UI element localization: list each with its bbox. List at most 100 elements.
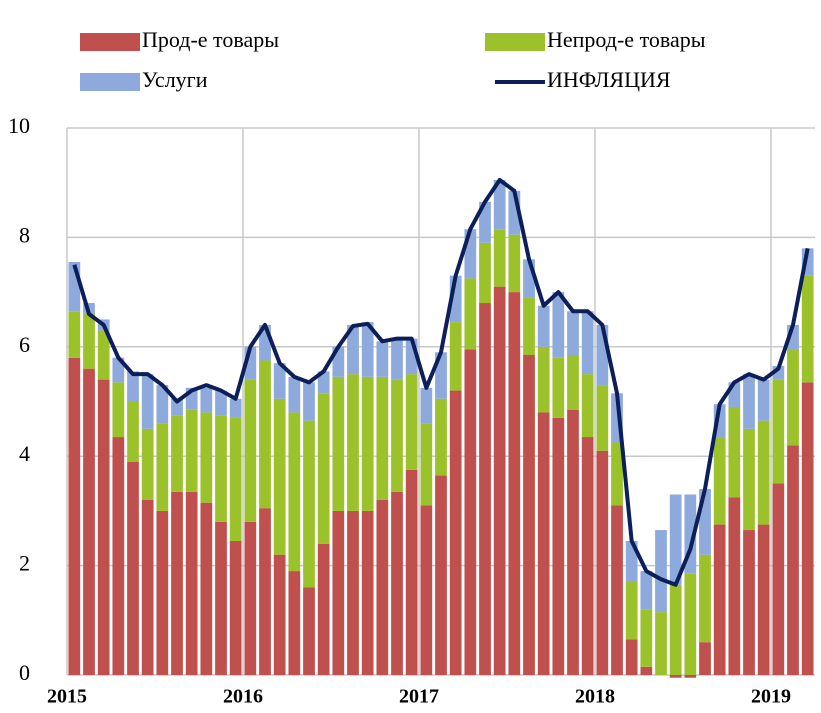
bar-segment	[420, 387, 433, 424]
y-tick-label: 2	[19, 551, 30, 576]
bar-segment	[537, 305, 550, 347]
x-tick-label: 2019	[751, 686, 791, 708]
bar-segment	[391, 338, 403, 380]
bar-segment	[625, 540, 638, 583]
y-tick-label: 8	[19, 222, 30, 247]
bar-segment	[743, 374, 755, 429]
bar-segment	[391, 379, 403, 492]
bar-segment	[112, 357, 125, 383]
bar-segment	[523, 297, 535, 356]
y-tick-label: 4	[19, 441, 30, 466]
bar-segment	[288, 412, 301, 572]
bar-segment	[112, 382, 125, 438]
legend-swatch	[80, 33, 140, 51]
bar-segment	[332, 346, 345, 377]
legend-swatch	[80, 73, 140, 91]
bar-segment	[156, 510, 169, 675]
bar-segment	[347, 324, 359, 375]
bar-segment	[229, 398, 242, 418]
bar-segment	[229, 540, 242, 675]
bar-segment	[655, 530, 667, 613]
bar-segment	[259, 508, 271, 675]
bar-segment	[449, 390, 462, 675]
bar-segment	[317, 393, 330, 544]
bar-segment	[552, 417, 565, 675]
bar-segment	[244, 521, 257, 675]
bar-segment	[83, 368, 95, 675]
bar-segment	[508, 234, 521, 293]
bar-segment	[391, 491, 403, 675]
bar-segment	[523, 259, 535, 298]
bar-segment	[97, 330, 110, 380]
bar-segment	[420, 505, 433, 675]
bar-segment	[596, 450, 609, 675]
bar-segment	[185, 387, 198, 410]
bar-segment	[493, 229, 506, 287]
bar-segment	[376, 499, 389, 675]
bar-segment	[303, 420, 315, 588]
bar-segment	[171, 415, 183, 492]
bar-segment	[376, 341, 389, 377]
y-tick-label: 6	[19, 332, 30, 357]
bar-segment	[537, 412, 550, 675]
legend-swatch	[485, 33, 545, 51]
bar-segment	[567, 355, 579, 410]
bar-segment	[493, 286, 506, 675]
bar-segment	[376, 376, 389, 500]
bar-segment	[215, 390, 227, 416]
bar-segment	[127, 401, 139, 462]
bar-segment	[801, 275, 814, 383]
bar-segment	[728, 382, 741, 407]
bar-segment	[713, 524, 726, 675]
bar-segment	[479, 242, 491, 304]
bar-segment	[361, 376, 374, 511]
bar-segment	[215, 521, 227, 675]
bar-segment	[200, 502, 213, 675]
bar-segment	[347, 374, 359, 511]
bar-segment	[640, 571, 653, 610]
bar-segment	[493, 179, 506, 230]
bar-segment	[713, 404, 726, 438]
bar-segment	[288, 376, 301, 413]
bar-segment	[464, 349, 477, 675]
bar-segment	[317, 371, 330, 394]
bar-segment	[611, 393, 623, 443]
bar-segment	[479, 201, 491, 243]
bar-segment	[83, 313, 95, 369]
bar-segment	[435, 475, 447, 675]
bar-segment	[581, 374, 594, 438]
bar-segment	[420, 423, 433, 506]
bar-segment	[361, 322, 374, 377]
bar-segment	[611, 505, 623, 675]
bar-segment	[171, 491, 183, 675]
bar-segment	[303, 382, 315, 421]
legend-label: Непрод-е товары	[547, 27, 706, 52]
bar-segment	[567, 409, 579, 675]
bar-segment	[743, 428, 755, 531]
bar-segment	[332, 376, 345, 511]
bar-segment	[332, 510, 345, 675]
bar-segment	[405, 338, 418, 375]
bar-segment	[259, 360, 271, 509]
bar-segment	[552, 357, 565, 418]
bar-segment	[787, 349, 799, 446]
x-tick-label: 2017	[399, 686, 439, 708]
bar-segment	[141, 499, 154, 675]
bar-segment	[699, 642, 711, 675]
bar-segment	[449, 322, 462, 391]
bar-segment	[435, 352, 447, 399]
bar-segment	[259, 324, 271, 361]
bar-segment	[684, 573, 697, 675]
bar-segment	[684, 675, 697, 678]
bar-segment	[772, 483, 785, 675]
bar-segment	[229, 417, 242, 541]
bar-segment	[347, 510, 359, 675]
bar-segment	[317, 543, 330, 675]
bar-segment	[244, 379, 257, 522]
bar-segment	[684, 494, 697, 574]
bar-segment	[537, 346, 550, 413]
bar-segment	[200, 387, 213, 413]
legend-label: Услуги	[142, 67, 208, 92]
bar-segment	[757, 420, 770, 525]
